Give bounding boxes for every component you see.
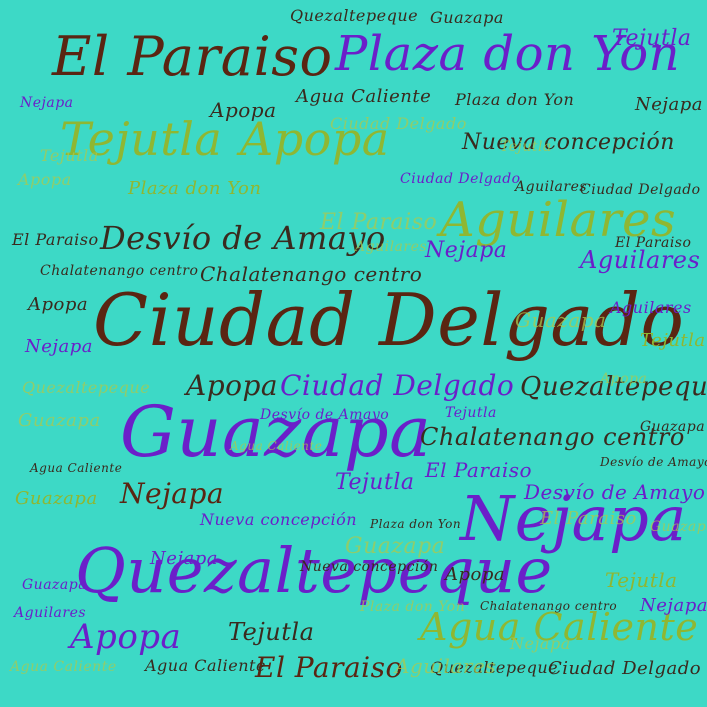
word: Apopa: [445, 564, 506, 585]
word: Nejapa: [120, 477, 225, 510]
word: Ciudad Delgado: [400, 171, 521, 187]
word: Apopa: [600, 371, 648, 387]
word: Plaza don Yon: [128, 178, 262, 199]
word: Desvío de Amayo: [524, 480, 706, 504]
word: El Paraiso: [12, 230, 99, 249]
word: Desvío de Amayo: [600, 455, 707, 469]
word: Guazapa: [22, 577, 88, 593]
word: Tejutla: [228, 618, 315, 646]
word: Nueva concepción: [462, 130, 675, 155]
word: El Paraiso: [320, 210, 438, 235]
word: Guazapa: [345, 534, 446, 559]
word: Chalatenango centro: [40, 263, 199, 279]
word: Apopa: [18, 170, 72, 189]
word: Tejutla: [335, 470, 415, 495]
word: Ciudad Delgado: [330, 114, 467, 133]
word: Desvío de Amayo: [260, 407, 390, 423]
word: Ciudad Delgado: [93, 278, 685, 362]
word: Chalatenango centro: [420, 423, 685, 451]
word: Nejapa: [640, 595, 707, 616]
word: Ciudad Delgado: [280, 369, 515, 402]
word: Aguilares: [515, 179, 588, 195]
word: Chalatenango centro: [200, 262, 423, 286]
word: Agua Caliente: [30, 461, 123, 475]
word: Apopa: [28, 294, 89, 315]
word: Quezaltepeque: [430, 658, 559, 677]
word: Tejutla: [40, 146, 99, 165]
word: El Paraiso: [615, 235, 692, 251]
word: Apopa: [210, 98, 277, 122]
word: Ciudad Delgado: [580, 182, 701, 198]
word: Desvío de Amayo: [100, 219, 386, 257]
word: Tejutla: [605, 568, 678, 592]
word: Tejutla: [500, 139, 552, 155]
word: Aguilares: [580, 246, 701, 274]
word: Nueva concepción: [200, 510, 358, 529]
word: Aguilares: [395, 654, 497, 678]
word: Quezaltepeque: [520, 372, 707, 402]
word: Quezaltepeque: [290, 6, 419, 25]
word: Guazapa: [650, 519, 707, 535]
word: Guazapa: [18, 410, 101, 431]
word: Plaza don Yon: [455, 90, 575, 109]
word: Nejapa: [510, 634, 571, 653]
word: Agua Caliente: [145, 656, 266, 675]
word: Guazapa: [15, 488, 98, 509]
word: Aguilares: [355, 239, 428, 255]
word: Agua Caliente: [10, 659, 117, 675]
word: Tejutla: [60, 112, 223, 166]
word: Plaza don Yon: [360, 599, 466, 615]
word: Aguilares: [14, 605, 87, 621]
word: El Paraiso: [425, 458, 533, 482]
word: Chalatenango centro: [480, 599, 618, 613]
word: Ciudad Delgado: [548, 658, 702, 679]
word: Guazapa: [640, 419, 706, 435]
word: Nejapa: [150, 548, 218, 569]
word: El Paraiso: [255, 651, 403, 684]
word: Tejutla: [612, 26, 692, 51]
word: El Paraiso: [540, 508, 637, 529]
word: Agua Caliente: [420, 605, 699, 649]
word: Guazapa: [120, 391, 432, 473]
word: Nueva concepción: [300, 559, 439, 575]
word: Nejapa: [425, 238, 508, 263]
word: Quezaltepeque: [22, 378, 151, 397]
word: Apopa: [70, 617, 182, 657]
word: Nejapa: [25, 336, 93, 357]
word: Nejapa: [460, 482, 687, 555]
word: Aguilares: [610, 298, 692, 317]
word: Guazapa: [515, 308, 607, 332]
word: Quezaltepeque: [75, 534, 553, 607]
word: Tejutla: [640, 330, 706, 351]
word: Nejapa: [20, 95, 74, 111]
word: Guazapa: [430, 8, 504, 27]
word: Agua Caliente: [296, 86, 432, 107]
word: Apopa: [186, 369, 279, 402]
word: Aguilares: [440, 192, 677, 248]
word: Apopa: [240, 112, 390, 166]
word: Plaza don Yon: [370, 517, 462, 531]
word: El Paraiso: [52, 25, 333, 88]
word: Tejutla: [445, 405, 497, 421]
word: Nejapa: [635, 94, 703, 115]
word: Plaza don Yon: [335, 26, 681, 82]
word: Agua Caliente: [230, 439, 323, 453]
